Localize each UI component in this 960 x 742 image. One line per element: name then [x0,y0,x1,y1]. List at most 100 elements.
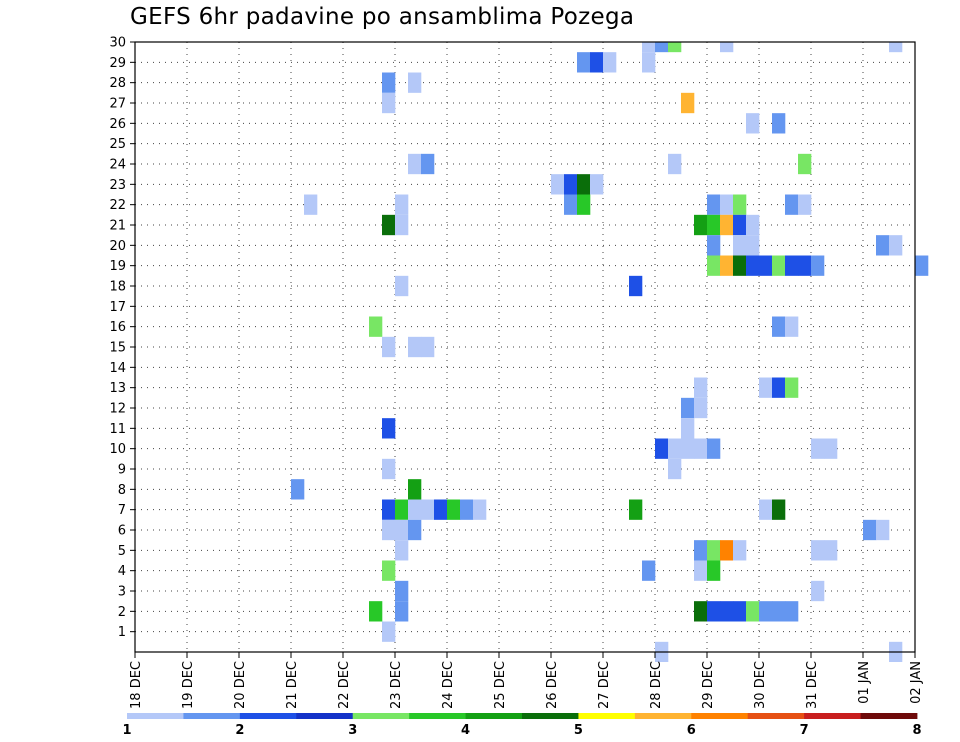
heatmap-cell [772,113,786,134]
heatmap-cell [395,601,409,622]
heatmap-cell [668,153,682,175]
colorbar-swatch [352,713,410,719]
heatmap-cell [395,275,409,297]
heatmap-cell [746,214,760,236]
y-tick-label: 30 [109,36,126,51]
heatmap-cell [759,377,773,398]
colorbar-swatch [409,713,466,719]
heatmap-cell [434,499,448,520]
heatmap-cell [681,397,695,419]
heatmap-cell [382,92,396,114]
heatmap-cell [694,214,708,236]
y-tick-label: 24 [109,158,126,173]
y-tick-label: 2 [118,605,126,620]
heatmap-cell [720,214,734,236]
y-tick-label: 12 [109,402,126,417]
heatmap-cell [382,72,396,93]
heatmap-cell [642,560,656,581]
y-tick-label: 16 [109,320,126,335]
heatmap-cell [642,52,656,73]
heatmap-cell [642,42,656,53]
y-tick-label: 19 [109,259,126,274]
heatmap-cell [772,255,786,276]
colorbar-swatch [691,713,749,719]
y-tick-label: 11 [109,422,126,437]
colorbar-swatch [239,713,297,719]
colorbar-swatch [860,713,918,719]
heatmap-cell [603,52,617,73]
heatmap-cell [733,194,747,215]
heatmap-cell [447,499,461,520]
colorbar-label: 7 [800,723,809,738]
heatmap-cell [759,255,773,276]
y-tick-label: 23 [109,178,126,193]
heatmap-cell [707,214,721,236]
colorbar-swatch [804,713,861,719]
heatmap-cell [772,499,786,520]
heatmap-cell [408,499,422,520]
colorbar-label: 1 [122,723,131,738]
heatmap-cell [759,601,773,622]
heatmap-cell [720,601,734,622]
heatmap-cell [577,174,591,195]
y-tick-label: 5 [118,544,126,559]
x-tick-label: 30 DEC [753,661,768,709]
heatmap-cell [785,255,799,276]
heatmap-cell [668,458,682,480]
heatmap-cell [720,255,734,276]
heatmap-cell [811,540,825,561]
heatmap-cell [824,540,838,561]
heatmap-cell [291,479,305,500]
heatmap-cell [707,194,721,215]
heatmap-cell [382,519,396,541]
heatmap-cell [460,499,474,520]
heatmap-cell [590,174,604,195]
heatmap-cell [707,255,721,276]
heatmap-cell [889,42,903,53]
heatmap-cell [694,540,708,561]
heatmap-cell [876,235,890,256]
heatmap-cell [811,255,825,276]
heatmap-cell [720,42,734,53]
heatmap-cell [694,377,708,398]
heatmap-cell [395,499,409,520]
heatmap-cell [746,113,760,134]
y-tick-label: 15 [109,341,126,356]
heatmap-cell [707,235,721,256]
y-tick-label: 7 [118,503,126,518]
colorbar-label: 8 [912,723,921,738]
heatmap-cell [694,397,708,419]
heatmap-cell [694,560,708,581]
heatmap-cell [720,540,734,561]
heatmap-cell [382,418,396,439]
x-tick-label: 21 DEC [285,661,300,709]
y-tick-label: 10 [109,442,126,457]
heatmap-cell [395,540,409,561]
colorbar-swatch [127,713,184,719]
colorbar-swatch [634,713,692,719]
heatmap-cell [395,519,409,541]
y-tick-label: 29 [109,56,126,71]
y-tick-label: 21 [109,219,126,234]
heatmap-cell [863,519,877,541]
y-tick-label: 28 [109,76,126,91]
colorbar-swatch [465,713,523,719]
heatmap-cell [629,499,643,520]
heatmap-cell [889,235,903,256]
heatmap-cell [421,499,435,520]
heatmap-cell [382,214,396,236]
heatmap-cell [473,499,487,520]
colorbar-label: 6 [687,723,696,738]
x-tick-label: 18 DEC [129,661,144,709]
heatmap-cell [798,255,812,276]
y-tick-label: 1 [118,625,126,640]
heatmap-cell [564,174,578,195]
heatmap-cell [382,458,396,480]
heatmap-cell [733,235,747,256]
heatmap-cell [798,194,812,215]
y-tick-label: 26 [109,117,126,132]
heatmap-cell [824,438,838,459]
heatmap-cell [564,194,578,215]
heatmap-cell [785,377,799,398]
